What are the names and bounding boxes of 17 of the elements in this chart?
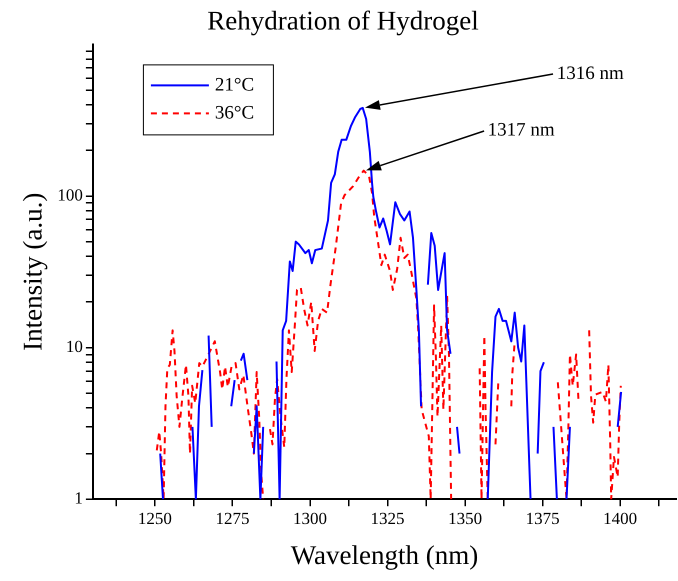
x-tick-label: 1275 — [215, 508, 250, 528]
legend-label: 36°C — [214, 102, 254, 124]
annotation: 1316 nm — [556, 62, 624, 84]
x-tick-label: 1400 — [603, 508, 638, 528]
y-tick-label: 10 — [66, 337, 83, 356]
annotation: 1317 nm — [488, 120, 555, 141]
x-tick-label: 1350 — [448, 508, 482, 528]
chart-title: Rehydration of Hydrogel — [207, 5, 479, 36]
y-tick-label: 1 — [74, 488, 83, 508]
legend-label: 21°C — [214, 74, 254, 96]
x-tick-label: 1375 — [526, 508, 560, 528]
x-axis-title: Wavelength (nm) — [290, 540, 478, 570]
x-tick-label: 1300 — [293, 508, 328, 528]
x-tick-label: 1325 — [370, 508, 405, 528]
y-tick-label: 100 — [57, 185, 83, 204]
x-tick-label: 1250 — [138, 508, 172, 528]
y-axis-title: Intensity (a.u.) — [17, 192, 48, 351]
